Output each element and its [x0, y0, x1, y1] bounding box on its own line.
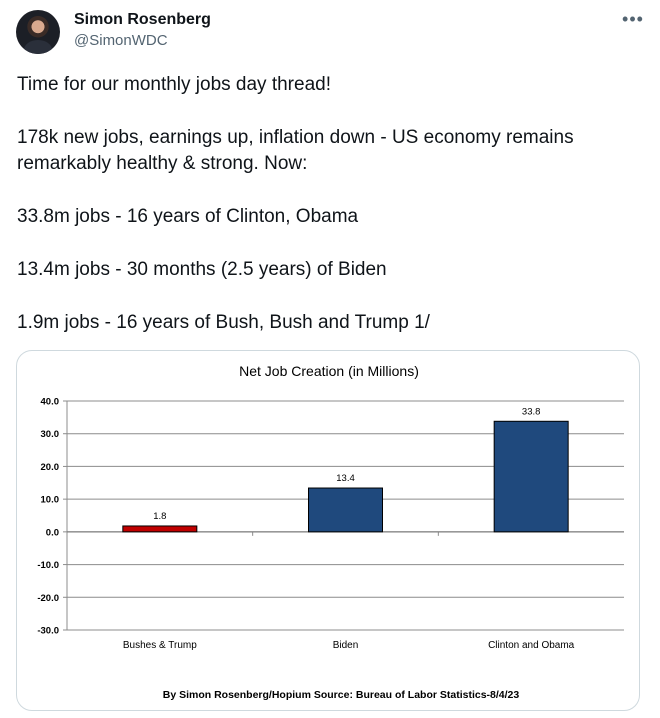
bar-value-label: 13.4: [336, 473, 355, 484]
y-tick-label: 10.0: [41, 495, 60, 506]
y-tick-label: 30.0: [41, 429, 60, 440]
tweet-text: Time for our monthly jobs day thread! 17…: [17, 72, 637, 336]
bar-bushes-trump: [122, 525, 198, 533]
tweet-paragraph: Time for our monthly jobs day thread!: [17, 74, 331, 95]
bar-biden: [308, 487, 383, 533]
x-category-label: Biden: [333, 640, 359, 651]
author-handle[interactable]: @SimonWDC: [74, 32, 168, 49]
author-display-name[interactable]: Simon Rosenberg: [74, 11, 211, 28]
tweet-header: Simon Rosenberg @SimonWDC •••: [16, 10, 644, 54]
tweet-paragraph: 33.8m jobs - 16 years of Clinton, Obama: [17, 206, 359, 227]
y-tick-label: 20.0: [41, 462, 60, 473]
bar-chart: Net Job Creation (in Millions) 40.0 30.0 2…: [37, 363, 624, 701]
y-tick-label: -20.0: [37, 593, 59, 604]
bar-value-label: 1.8: [153, 511, 166, 522]
author-names[interactable]: Simon Rosenberg @SimonWDC: [74, 10, 211, 52]
tweet-paragraph: 13.4m jobs - 30 months (2.5 years) of Bi…: [17, 259, 387, 280]
y-tick-label: 0.0: [46, 527, 59, 538]
avatar[interactable]: [16, 10, 60, 54]
x-category-label: Clinton and Obama: [488, 640, 575, 651]
chart-title: Net Job Creation (in Millions): [239, 363, 419, 379]
tweet-paragraph: 1.9m jobs - 16 years of Bush, Bush and T…: [17, 312, 430, 333]
y-tick-label: -30.0: [37, 626, 59, 637]
tweet-media-image[interactable]: Net Job Creation (in Millions) 40.0 30.0 2…: [16, 350, 640, 711]
chart-footer: By Simon Rosenberg/Hopium Source: Bureau…: [163, 689, 520, 701]
x-category-label: Bushes & Trump: [123, 640, 197, 651]
more-options-icon[interactable]: •••: [622, 9, 644, 29]
y-tick-label: -10.0: [37, 560, 59, 571]
tweet-paragraph: 178k new jobs, earnings up, inflation do…: [17, 127, 574, 174]
bar-value-label: 33.8: [522, 406, 541, 417]
bar-clinton-and-obama: [493, 420, 569, 533]
y-tick-label: 40.0: [41, 397, 60, 408]
